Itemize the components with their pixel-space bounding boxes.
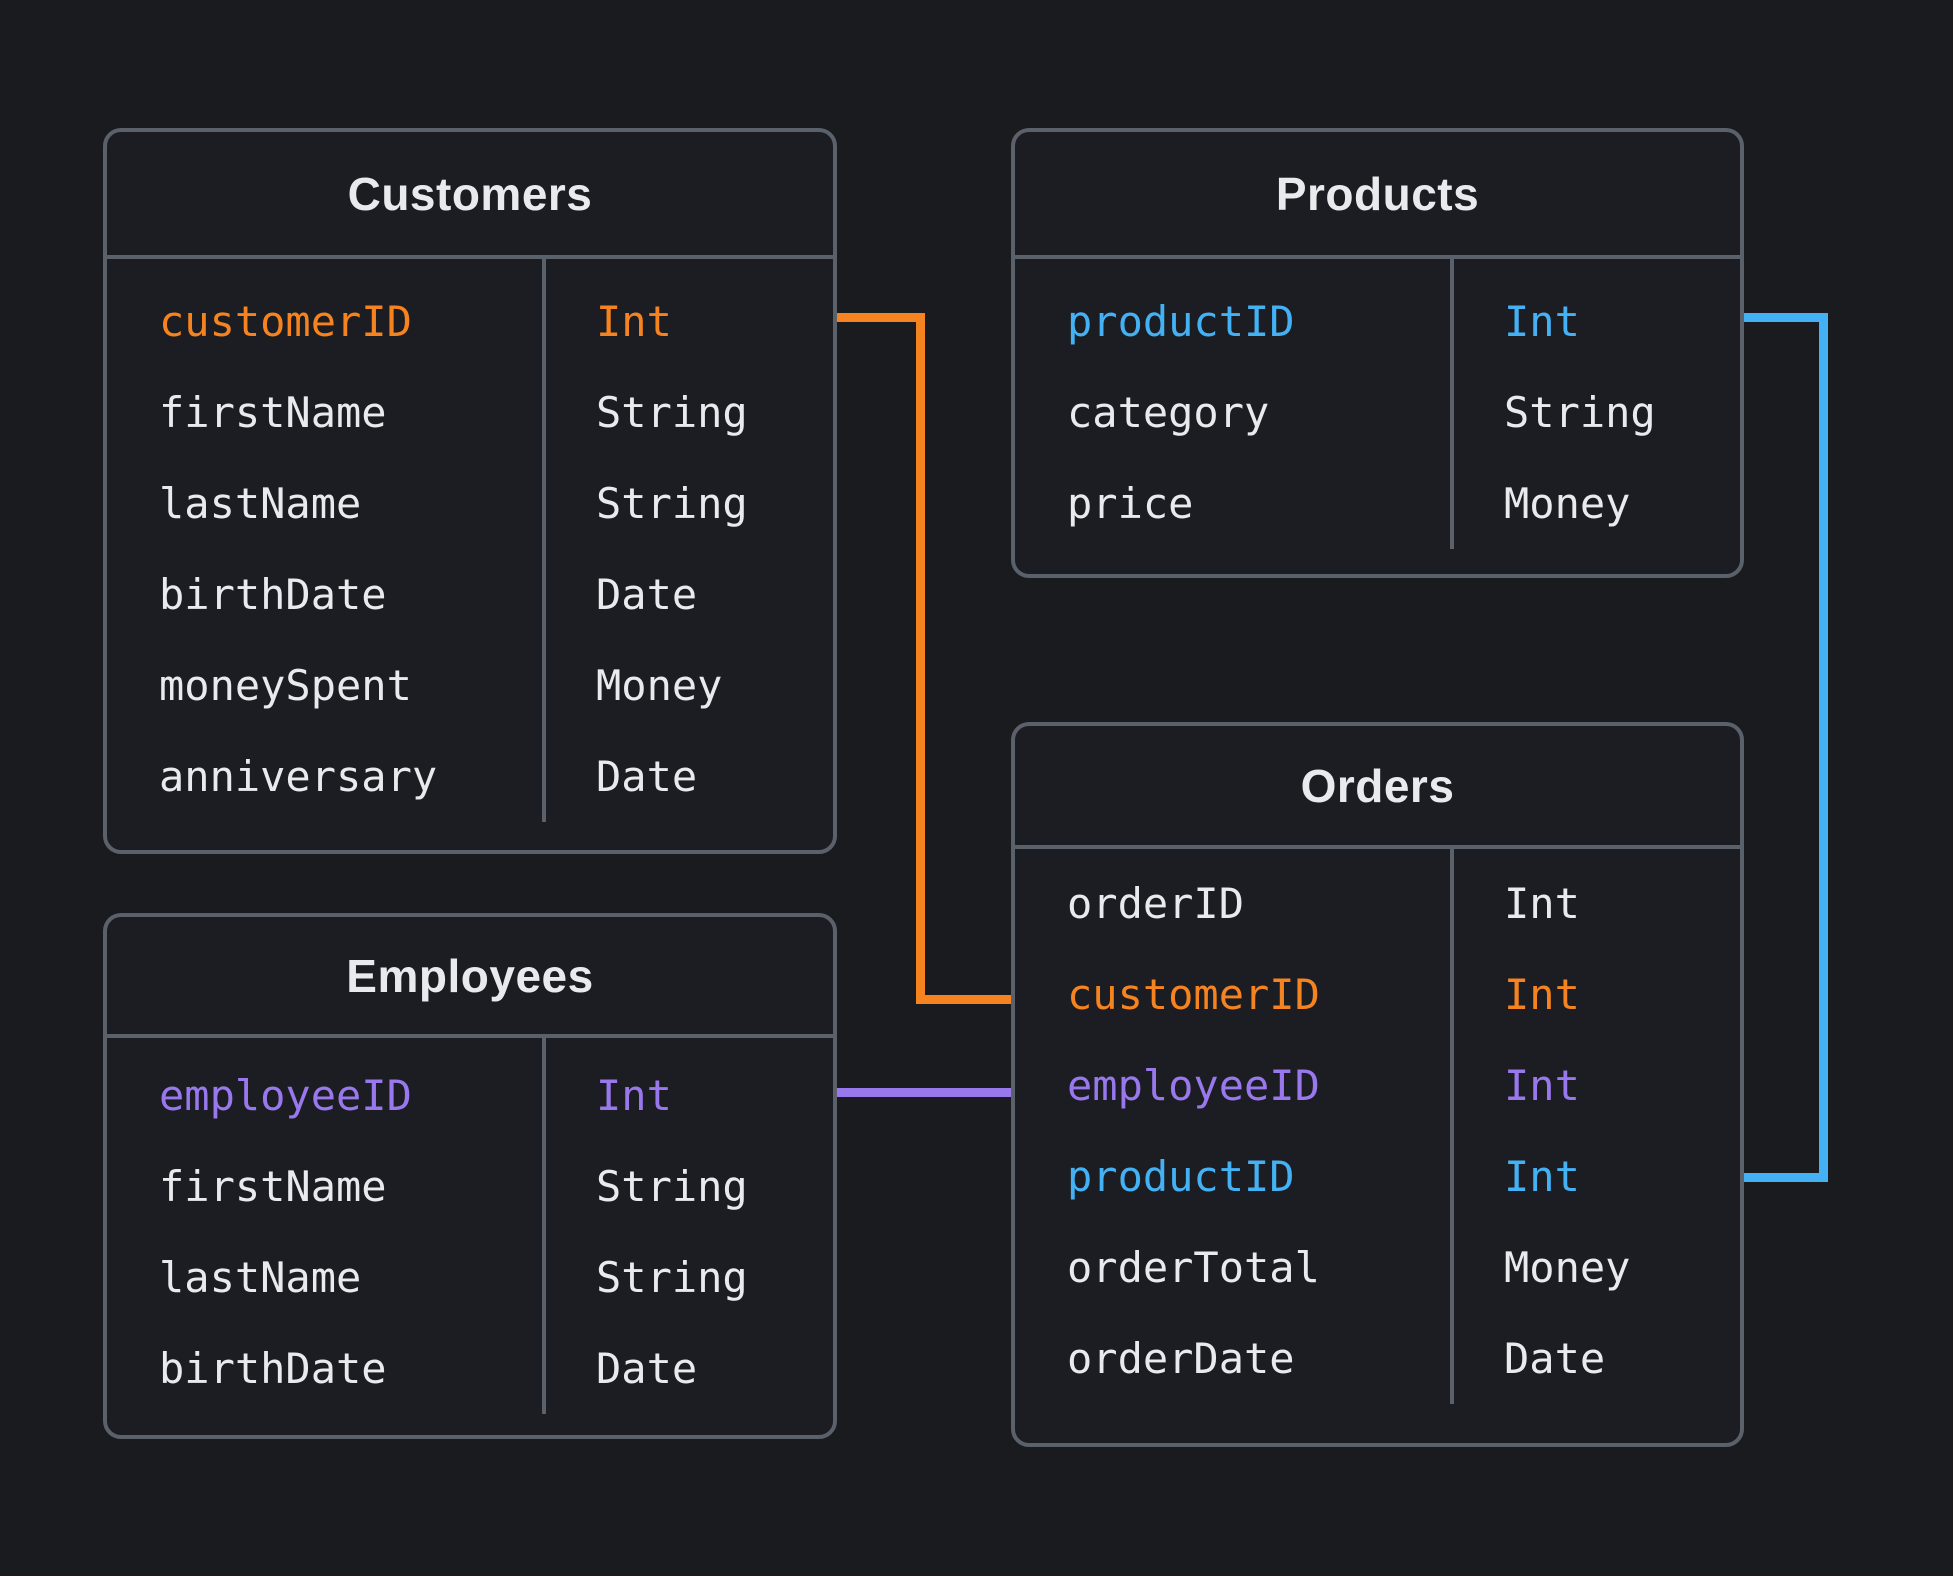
table-customers: Customers customerID Int firstName String la… xyxy=(103,128,837,854)
field-row: orderTotal Money xyxy=(1015,1222,1740,1313)
field-row: employeeID Int xyxy=(107,1050,833,1141)
field-row: productID Int xyxy=(1015,276,1740,367)
connector-employees-orders-segment-h xyxy=(837,1088,1011,1097)
field-type: Int xyxy=(1504,970,1580,1019)
field-type: Date xyxy=(596,570,698,619)
table-employees-rows: employeeID Int firstName String lastName Stri… xyxy=(107,1038,833,1414)
table-orders-body: orderID Int customerID Int employeeID Int prod… xyxy=(1015,849,1740,1404)
field-row: productID Int xyxy=(1015,1131,1740,1222)
column-divider xyxy=(1450,849,1454,1404)
field-name: employeeID xyxy=(1067,1061,1320,1110)
field-name: orderDate xyxy=(1067,1334,1295,1383)
field-row: orderID Int xyxy=(1015,858,1740,949)
field-row: anniversary Date xyxy=(107,731,833,822)
field-row: customerID Int xyxy=(107,276,833,367)
table-employees: Employees employeeID Int firstName String la… xyxy=(103,913,837,1439)
field-name: orderID xyxy=(1067,879,1245,928)
table-employees-header: Employees xyxy=(107,917,833,1038)
field-row: lastName String xyxy=(107,458,833,549)
field-name: anniversary xyxy=(159,752,438,801)
field-type: Money xyxy=(1504,1243,1631,1292)
field-type: Date xyxy=(596,752,698,801)
field-name: moneySpent xyxy=(159,661,412,710)
field-row: price Money xyxy=(1015,458,1740,549)
field-type: String xyxy=(596,1162,748,1211)
field-name: employeeID xyxy=(159,1071,412,1120)
connector-customers-orders-segment-v xyxy=(916,313,925,1004)
table-employees-title: Employees xyxy=(346,949,594,1002)
field-name: productID xyxy=(1067,1152,1295,1201)
field-row: birthDate Date xyxy=(107,1323,833,1414)
field-name: orderTotal xyxy=(1067,1243,1320,1292)
field-type: Date xyxy=(596,1344,698,1393)
connector-products-orders-segment-h2 xyxy=(1744,1173,1828,1182)
field-name: category xyxy=(1067,388,1270,437)
field-type: Int xyxy=(1504,1061,1580,1110)
field-name: birthDate xyxy=(159,570,387,619)
connector-products-orders-segment-v xyxy=(1819,313,1828,1182)
connector-customers-orders-segment-h1 xyxy=(837,313,925,322)
field-name: customerID xyxy=(159,297,412,346)
field-name: firstName xyxy=(159,1162,387,1211)
table-products: Products productID Int category String price… xyxy=(1011,128,1744,578)
table-products-header: Products xyxy=(1015,132,1740,259)
table-customers-rows: customerID Int firstName String lastName Stri… xyxy=(107,259,833,822)
field-row: lastName String xyxy=(107,1232,833,1323)
field-name: lastName xyxy=(159,479,362,528)
field-type: String xyxy=(596,388,748,437)
field-type: String xyxy=(1504,388,1656,437)
field-type: Int xyxy=(1504,879,1580,928)
field-row: firstName String xyxy=(107,367,833,458)
column-divider xyxy=(542,1038,546,1414)
table-products-body: productID Int category String price Money xyxy=(1015,259,1740,549)
field-type: Int xyxy=(596,297,672,346)
connector-customers-orders-segment-h2 xyxy=(916,995,1011,1004)
field-row: category String xyxy=(1015,367,1740,458)
table-customers-header: Customers xyxy=(107,132,833,259)
field-name: birthDate xyxy=(159,1344,387,1393)
field-name: productID xyxy=(1067,297,1295,346)
table-customers-body: customerID Int firstName String lastName Stri… xyxy=(107,259,833,822)
column-divider xyxy=(542,259,546,822)
connector-products-orders-segment-h1 xyxy=(1744,313,1828,322)
field-row: moneySpent Money xyxy=(107,640,833,731)
field-type: Money xyxy=(1504,479,1631,528)
field-type: Int xyxy=(1504,1152,1580,1201)
field-row: birthDate Date xyxy=(107,549,833,640)
table-products-title: Products xyxy=(1275,167,1480,220)
field-type: Date xyxy=(1504,1334,1606,1383)
field-type: Int xyxy=(596,1071,672,1120)
field-type: Int xyxy=(1504,297,1580,346)
table-products-rows: productID Int category String price Money xyxy=(1015,259,1740,549)
column-divider xyxy=(1450,259,1454,549)
field-name: price xyxy=(1067,479,1194,528)
table-orders-title: Orders xyxy=(1300,759,1455,812)
field-row: firstName String xyxy=(107,1141,833,1232)
field-row: customerID Int xyxy=(1015,949,1740,1040)
field-row: employeeID Int xyxy=(1015,1040,1740,1131)
field-name: firstName xyxy=(159,388,387,437)
table-orders: Orders orderID Int customerID Int employeeID… xyxy=(1011,722,1744,1447)
table-orders-rows: orderID Int customerID Int employeeID Int prod… xyxy=(1015,849,1740,1404)
field-type: Money xyxy=(596,661,723,710)
field-row: orderDate Date xyxy=(1015,1313,1740,1404)
field-type: String xyxy=(596,479,748,528)
field-type: String xyxy=(596,1253,748,1302)
table-customers-title: Customers xyxy=(347,167,593,220)
table-orders-header: Orders xyxy=(1015,726,1740,849)
table-employees-body: employeeID Int firstName String lastName Stri… xyxy=(107,1038,833,1414)
field-name: lastName xyxy=(159,1253,362,1302)
field-name: customerID xyxy=(1067,970,1320,1019)
